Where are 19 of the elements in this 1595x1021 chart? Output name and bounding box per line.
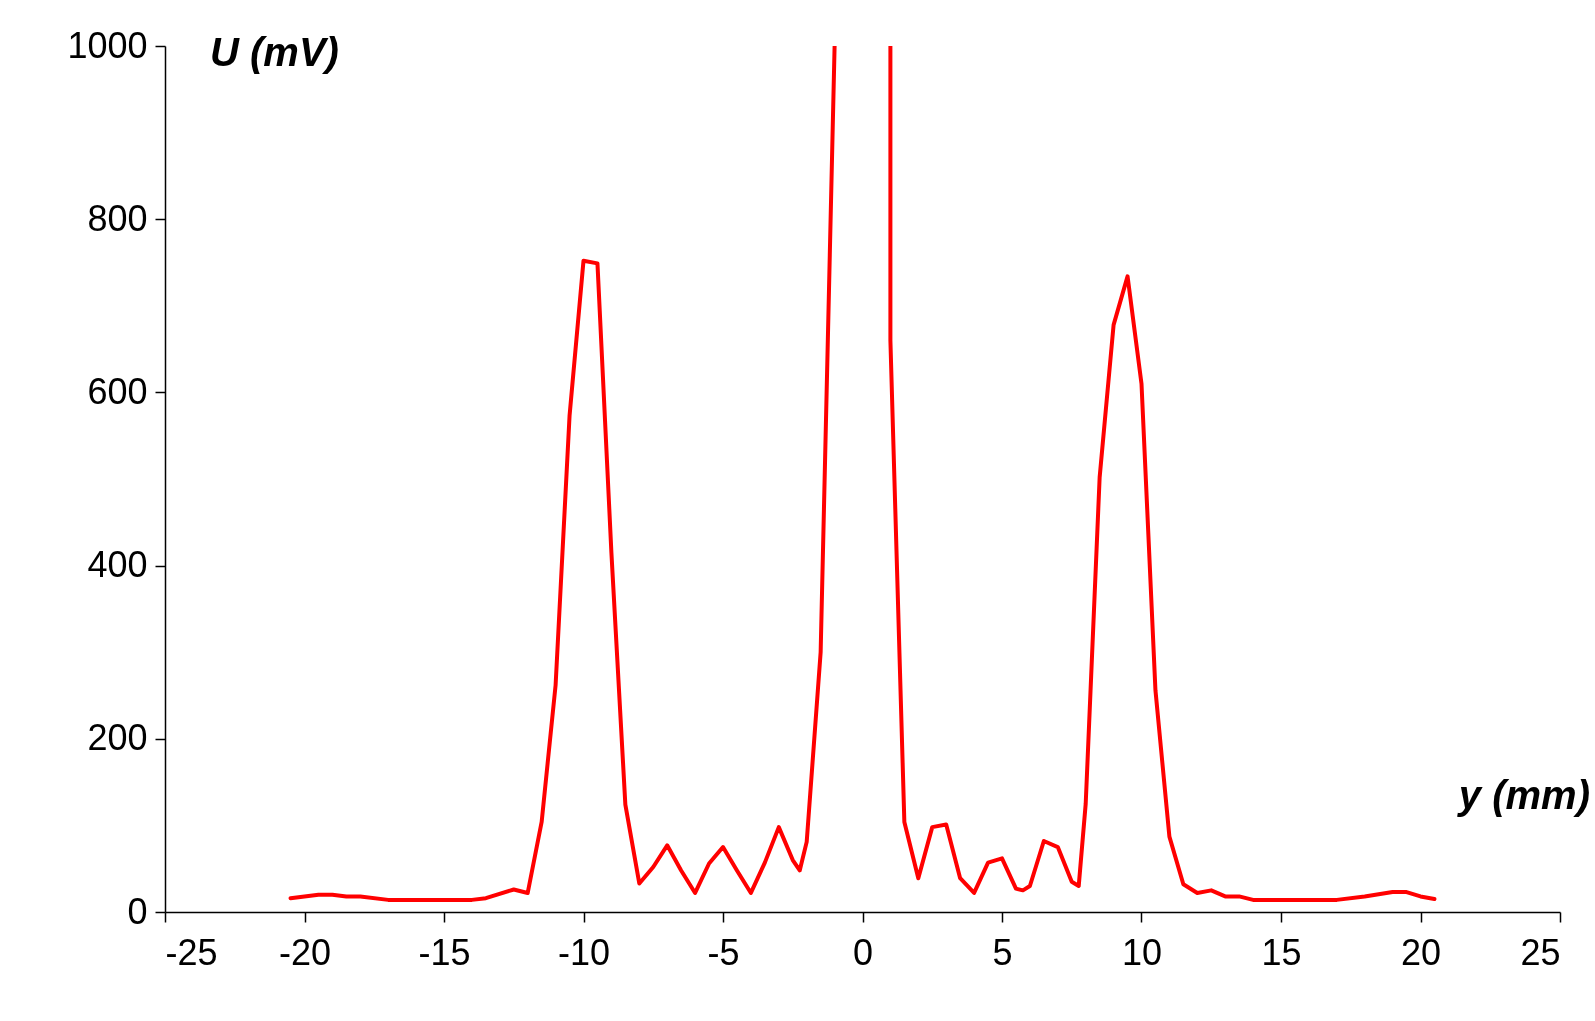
- x-tick-label: 20: [1400, 931, 1442, 973]
- y-axis-title: U (mV): [210, 30, 339, 74]
- x-tick-label: 15: [1261, 931, 1302, 973]
- y-tick-label: 600: [87, 370, 148, 412]
- x-tick-label: -5: [707, 931, 740, 973]
- x-tick-label: -25: [165, 931, 218, 973]
- x-tick-label: 25: [1520, 931, 1561, 973]
- x-tick-label: -10: [557, 931, 611, 973]
- y-tick-label: 800: [87, 197, 148, 239]
- x-tick-label: 0: [852, 931, 874, 973]
- y-tick-label: 400: [87, 544, 148, 586]
- x-axis-title: y (mm): [1456, 773, 1590, 817]
- y-tick-label: 1000: [67, 24, 148, 66]
- y-tick-label: 0: [127, 890, 148, 932]
- y-tick-label: 200: [87, 717, 148, 759]
- x-tick-label: 10: [1121, 931, 1163, 973]
- x-tick-label: -15: [418, 931, 471, 973]
- x-tick-label: -20: [278, 931, 332, 973]
- x-tick-label: 5: [992, 931, 1013, 973]
